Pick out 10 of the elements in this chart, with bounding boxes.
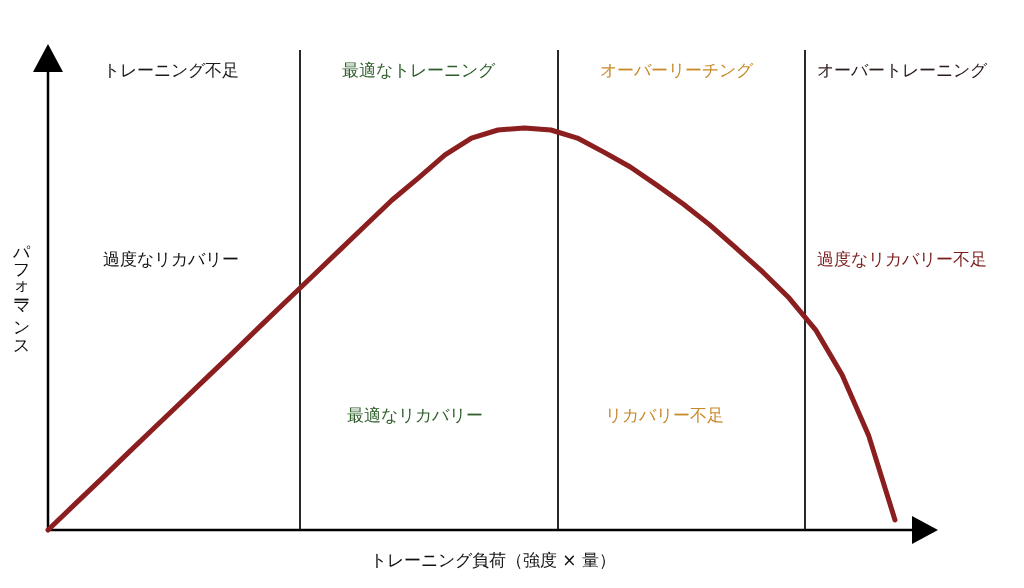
annotation: 過度なリカバリー不足: [817, 249, 987, 269]
text: オーバーリーチング: [600, 60, 754, 80]
text: オーバートレーニング: [817, 60, 988, 80]
annotation: 過度なリカバリー: [103, 249, 239, 269]
y-axis-title: パフォーマンス: [12, 232, 32, 352]
annotation: 最適なリカバリー: [347, 405, 483, 425]
text: 最適なトレーニング: [342, 60, 496, 80]
x-axis-title: トレーニング負荷（強度 × 量）: [369, 550, 617, 570]
text: トレーニング不足: [103, 60, 239, 80]
annotation: リカバリー不足: [605, 405, 724, 425]
